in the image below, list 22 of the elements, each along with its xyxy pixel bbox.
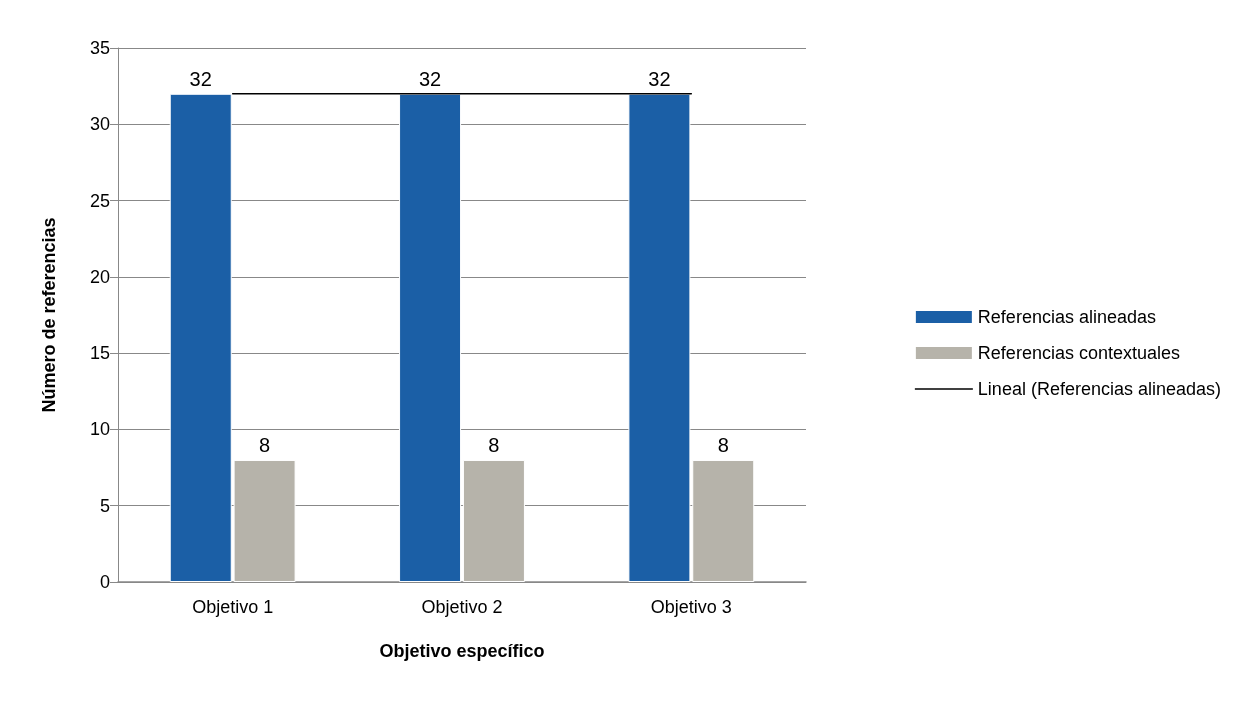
y-axis-title: Número de referencias xyxy=(39,217,59,413)
y-tick-label: 30 xyxy=(89,114,110,135)
y-tick-label: 10 xyxy=(89,419,110,440)
y-tick-label: 0 xyxy=(99,572,110,592)
data-label: 32 xyxy=(189,67,212,90)
y-tick-label: 20 xyxy=(89,266,110,287)
y-tick-label: 5 xyxy=(99,495,110,516)
data-label: 8 xyxy=(488,433,500,456)
data-label: 32 xyxy=(418,67,442,90)
x-tick-label: Objetivo 1 xyxy=(192,597,274,617)
data-label: 8 xyxy=(717,433,729,456)
legend-label: Lineal (Referencias alineadas) xyxy=(977,379,1221,399)
legend-label: Referencias alineadas xyxy=(977,307,1156,327)
data-label: 8 xyxy=(259,433,271,456)
x-tick-label: Objetivo 2 xyxy=(421,597,503,617)
legend-label: Referencias contextuales xyxy=(977,343,1180,363)
y-tick-label: 35 xyxy=(89,38,110,58)
x-tick-label: Objetivo 3 xyxy=(650,597,732,617)
data-label: 32 xyxy=(648,67,671,90)
x-axis-title: Objetivo específico xyxy=(379,641,545,661)
y-tick-label: 25 xyxy=(89,190,110,211)
y-tick-label: 15 xyxy=(89,343,110,364)
